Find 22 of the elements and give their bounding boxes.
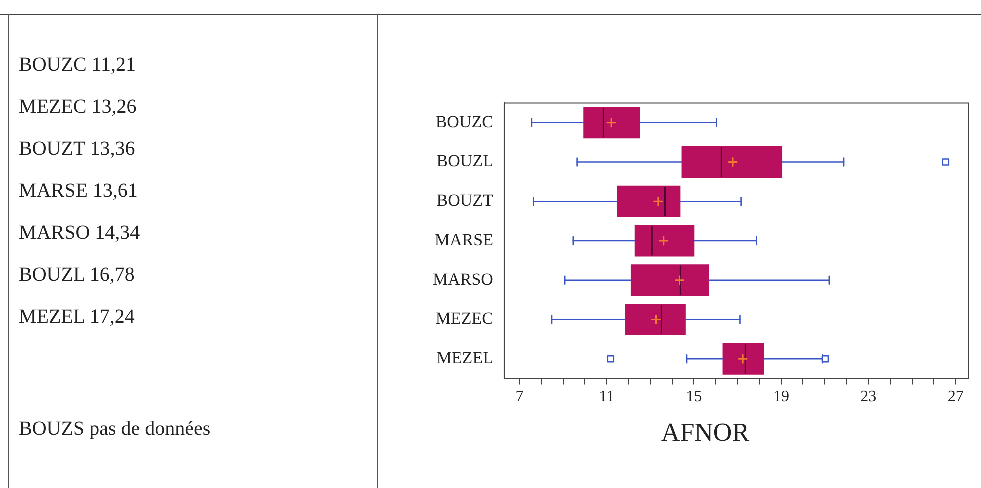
x-tick-label: 19 xyxy=(773,388,790,406)
y-tick-label: BOUZL xyxy=(436,152,494,171)
x-tick-label: 23 xyxy=(860,388,877,406)
y-tick-label: BOUZT xyxy=(436,191,494,210)
text: BOUZL 16,78 xyxy=(19,264,135,287)
text: MEZEL 17,24 xyxy=(19,306,135,329)
x-tick-label: 11 xyxy=(599,388,615,406)
x-tick-label: 7 xyxy=(516,388,524,406)
y-tick-label: MARSE xyxy=(434,230,494,250)
y-tick-label: MARSO xyxy=(432,270,494,289)
x-tick-label: 15 xyxy=(686,388,702,406)
text: BOUZC 11,21 xyxy=(19,54,136,77)
x-tick-label: 27 xyxy=(948,388,964,406)
y-tick-label: MEZEC xyxy=(436,309,494,328)
text: MEZEC 13,26 xyxy=(19,96,137,119)
x-axis-title: AFNOR xyxy=(660,418,751,448)
text: BOUZS pas de données xyxy=(19,418,211,441)
y-tick-label: MEZEL xyxy=(436,348,494,368)
y-tick-label: BOUZC xyxy=(436,112,494,132)
text: BOUZT 13,36 xyxy=(19,138,136,161)
text: MARSE 13,61 xyxy=(19,180,138,203)
text: MARSO 14,34 xyxy=(19,222,140,245)
